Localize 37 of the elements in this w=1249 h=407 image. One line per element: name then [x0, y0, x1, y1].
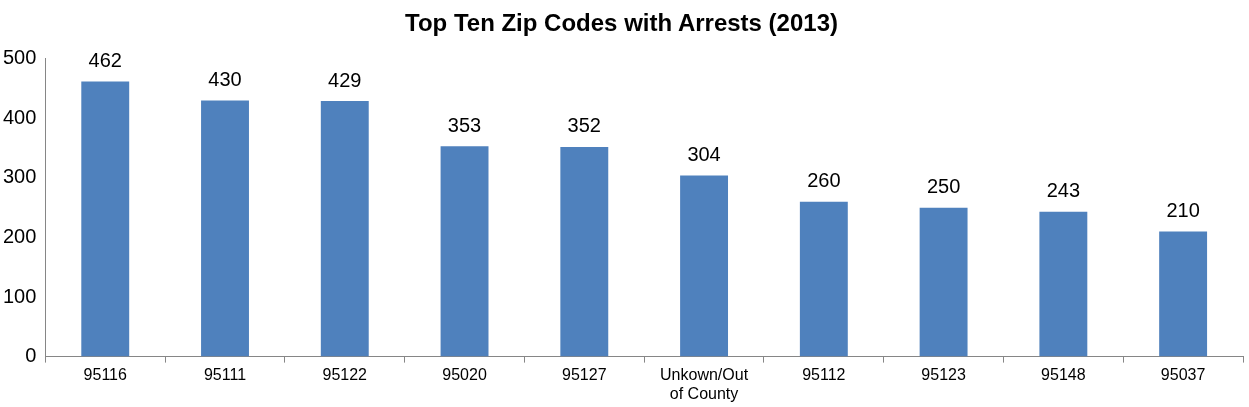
y-tick-label: 200 [2, 225, 37, 247]
bar [1039, 211, 1088, 357]
data-label: 210 [1166, 199, 1200, 222]
bar [560, 146, 609, 357]
x-tick-label: 95020 [442, 365, 487, 383]
data-label: 352 [567, 114, 601, 137]
y-tick-label: 300 [2, 165, 37, 188]
x-tick-label: 95112 [802, 365, 846, 383]
y-tick-label: 0 [25, 344, 37, 367]
y-tick-label: 400 [2, 105, 37, 128]
bar [680, 175, 729, 357]
bar [1159, 231, 1208, 357]
x-tick-label: 95116 [83, 365, 127, 383]
bar [320, 101, 369, 357]
chart-title: Top Ten Zip Codes with Arrests (2013) [405, 9, 838, 37]
bar [799, 201, 848, 357]
data-label: 304 [687, 143, 721, 166]
data-label: 250 [926, 175, 961, 198]
x-tick-label: 95123 [921, 365, 966, 383]
bar [201, 100, 249, 357]
y-tick-label: 100 [2, 284, 37, 307]
x-tick-label: 95148 [1041, 365, 1086, 383]
x-tick-label: 95127 [562, 365, 607, 383]
bar [919, 207, 968, 357]
data-label: 429 [328, 68, 362, 91]
x-tick-label: Unkown/Out of County [660, 365, 749, 402]
bar [81, 81, 130, 357]
y-tick-label: 500 [2, 46, 37, 69]
data-label: 243 [1046, 179, 1081, 202]
bar [440, 146, 489, 357]
data-label: 260 [807, 169, 841, 192]
x-tick-label: 95111 [203, 365, 247, 383]
x-tick-label: 95037 [1160, 365, 1206, 383]
data-label: 462 [88, 48, 122, 71]
data-label: 353 [447, 113, 482, 136]
x-tick-label: 95122 [322, 365, 368, 383]
data-label: 430 [208, 68, 242, 91]
